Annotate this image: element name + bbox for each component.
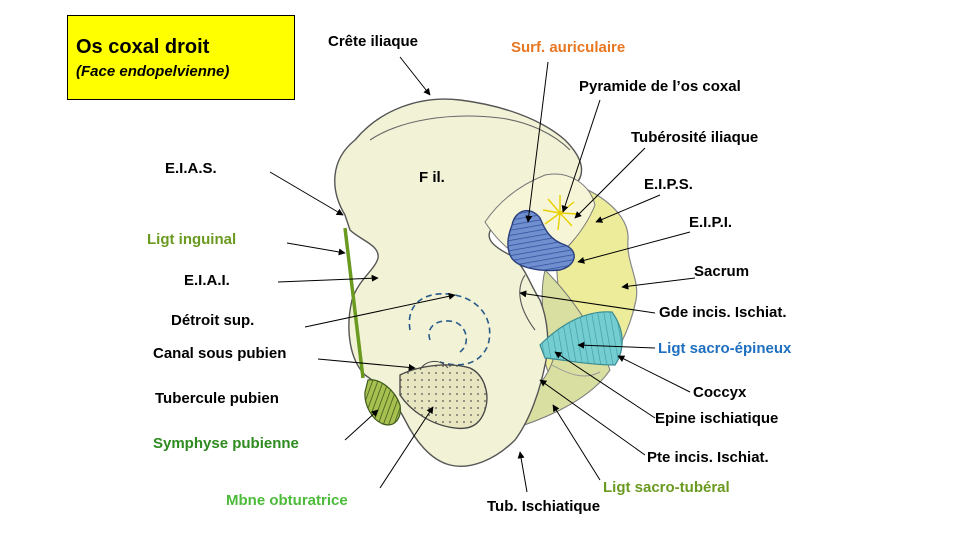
label-sacrum: Sacrum xyxy=(694,263,750,280)
obturator-membrane-dots xyxy=(400,364,487,429)
label-mbne-obturatrice: Mbne obturatrice xyxy=(226,492,348,509)
arrow-canal-sous-pubien xyxy=(317,358,416,371)
arcuate-inner-dashed xyxy=(428,320,468,353)
label-tuberosite: Tubérosité iliaque xyxy=(631,129,759,146)
arrow-symphyse xyxy=(344,409,379,441)
arrow-epine-ischiatique xyxy=(554,351,656,419)
arrow-coccyx xyxy=(617,355,691,393)
label-pyramide: Pyramide de l’os coxal xyxy=(579,78,741,95)
leader-lines xyxy=(269,56,696,493)
label-eips: E.I.P.S. xyxy=(644,176,693,193)
sacrotuberous-ligament-inner xyxy=(551,364,601,377)
iliac-crest-line xyxy=(369,115,571,151)
arrow-sacrum xyxy=(621,277,696,290)
label-surf-auriculaire: Surf. auriculaire xyxy=(511,39,626,56)
obturator-canal-line xyxy=(419,361,449,371)
arcuate-line-dashed xyxy=(408,293,491,366)
label-eiai: E.I.A.I. xyxy=(184,272,230,289)
arrow-crete-iliaque xyxy=(399,56,431,96)
arrow-pyramide xyxy=(561,99,601,213)
auricular-surface-lines xyxy=(507,210,575,271)
arrow-mbne-obturatrice xyxy=(379,406,434,489)
label-pte-incis: Pte incis. Ischiat. xyxy=(647,449,769,466)
label-gde-incis: Gde incis. Ischiat. xyxy=(659,304,787,321)
arrow-detroit-sup xyxy=(304,292,456,328)
arrow-tuberosite xyxy=(574,147,646,219)
arrow-pte-incis xyxy=(539,379,646,456)
label-ligt-inguinal: Ligt inguinal xyxy=(147,231,237,248)
label-coccyx: Coccyx xyxy=(693,384,747,401)
label-fosse-iliaque: F il. xyxy=(419,169,445,186)
label-ligt-sacro-epineux: Ligt sacro-épineux xyxy=(658,340,792,357)
label-ligt-sacro-tuberal: Ligt sacro-tubéral xyxy=(603,479,730,496)
arrow-ligt-sacro-epineux xyxy=(577,341,656,349)
inguinal-ligament-line xyxy=(343,227,365,379)
label-eipi: E.I.P.I. xyxy=(689,214,733,231)
arrow-surf-auriculaire xyxy=(525,61,549,223)
arrow-ligt-sacro-tuberal xyxy=(552,404,601,481)
arrow-tub-ischiatique xyxy=(517,451,528,493)
arrow-eias xyxy=(269,171,344,216)
title-box: Os coxal droit (Face endopelvienne) xyxy=(67,15,295,100)
label-crete-iliaque: Crête iliaque xyxy=(328,33,419,50)
greater-sciatic-notch-edge xyxy=(519,274,536,331)
arrow-eips xyxy=(595,194,661,223)
label-canal-sous-pubien: Canal sous pubien xyxy=(153,345,287,362)
label-eias: E.I.A.S. xyxy=(165,160,217,177)
arrow-gde-incis xyxy=(519,290,656,314)
diagram-title: Os coxal droit xyxy=(76,36,210,58)
arrow-eipi xyxy=(577,231,691,264)
label-symphyse: Symphyse pubienne xyxy=(153,435,299,452)
label-tub-ischiatique: Tub. Ischiatique xyxy=(487,498,601,515)
arrow-ligt-inguinal xyxy=(286,242,346,256)
label-tubercule-pubien: Tubercule pubien xyxy=(155,390,279,407)
label-detroit-sup: Détroit sup. xyxy=(171,312,255,329)
arrow-eiai xyxy=(277,274,379,283)
diagram-subtitle: (Face endopelvienne) xyxy=(76,63,230,80)
label-epine-ischiatique: Epine ischiatique xyxy=(655,410,779,427)
